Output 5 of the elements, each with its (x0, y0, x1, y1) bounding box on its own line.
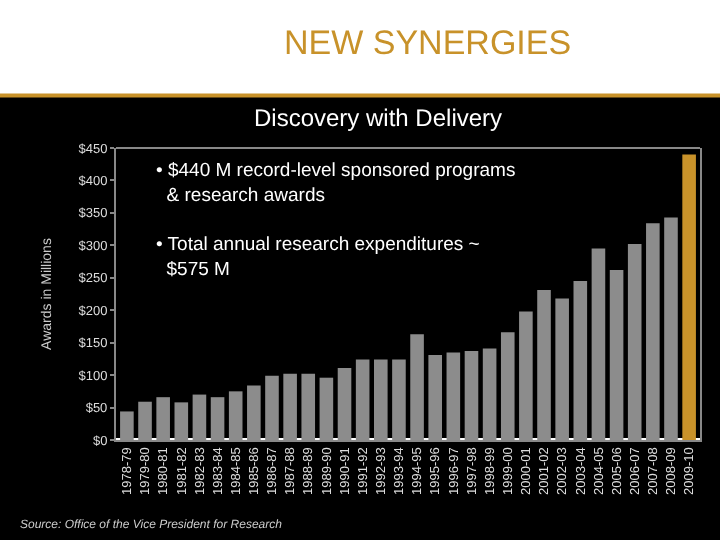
chart-subtitle: Discovery with Delivery (254, 104, 503, 132)
annotation: • $440 M record-level sponsored programs & research awards (156, 160, 516, 207)
annotation: • Total annual research expenditures ~ $575 M (156, 234, 481, 281)
bar (682, 154, 696, 440)
chart-title: NEW SYNERGIES (284, 24, 572, 62)
